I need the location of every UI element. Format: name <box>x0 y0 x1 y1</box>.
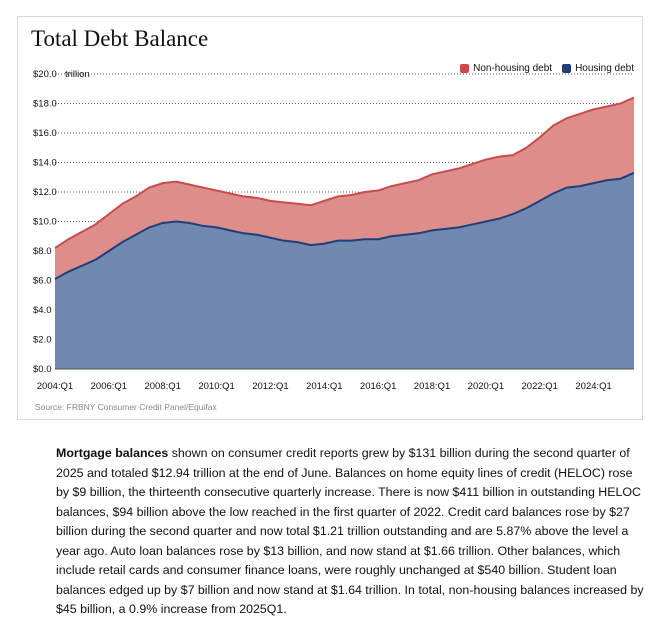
legend-label-non-housing: Non-housing debt <box>473 63 553 74</box>
y-tick-label: $16.0 <box>33 128 57 139</box>
x-tick-label: 2024:Q1 <box>575 381 611 392</box>
legend-swatch-non-housing <box>460 64 470 73</box>
chart-source: Source: FRBNY Consumer Credit Panel/Equi… <box>35 402 217 412</box>
legend-swatch-housing <box>562 64 572 73</box>
legend-item-housing: Housing debt <box>562 63 634 74</box>
x-tick-label: 2008:Q1 <box>144 381 180 392</box>
debt-area-chart: $0.0 $2.0 $4.0 $6.0 $8.0 $10.0 $12.0 $14.0 $16.0… <box>33 69 635 392</box>
non-housing-line <box>54 96 635 249</box>
y-tick-label: $14.0 <box>33 158 57 169</box>
y-unit-label: trillion <box>65 69 90 80</box>
description-paragraph: Mortgage balances shown on consumer cred… <box>56 444 646 620</box>
x-tick-label: 2022:Q1 <box>522 381 558 392</box>
y-tick-label: $0.0 <box>33 364 52 375</box>
y-tick-label: $8.0 <box>33 246 52 257</box>
legend-label-housing: Housing debt <box>575 63 634 74</box>
chart-legend: Non-housing debt Housing debt <box>450 63 634 74</box>
y-tick-label: $4.0 <box>33 305 52 316</box>
x-tick-label: 2004:Q1 <box>37 381 73 392</box>
x-tick-label: 2018:Q1 <box>414 381 450 392</box>
x-tick-label: 2010:Q1 <box>198 381 234 392</box>
y-tick-label: $12.0 <box>33 187 57 198</box>
chart-title: Total Debt Balance <box>31 26 209 51</box>
y-tick-label: $2.0 <box>33 335 52 346</box>
paragraph-lead: Mortgage balances <box>56 446 169 460</box>
x-tick-label: 2012:Q1 <box>252 381 288 392</box>
y-tick-label: $10.0 <box>33 217 57 228</box>
x-tick-label: 2014:Q1 <box>306 381 342 392</box>
housing-line <box>54 171 635 280</box>
y-tick-label: $18.0 <box>33 99 57 110</box>
x-tick-label: 2006:Q1 <box>91 381 127 392</box>
paragraph-body: shown on consumer credit reports grew by… <box>56 446 644 616</box>
y-tick-label: $20.0 <box>33 69 57 80</box>
x-tick-label: 2020:Q1 <box>468 381 504 392</box>
legend-item-non-housing: Non-housing debt <box>460 63 552 74</box>
y-tick-label: $6.0 <box>33 276 52 287</box>
housing-area <box>55 172 634 369</box>
x-tick-label: 2016:Q1 <box>360 381 396 392</box>
